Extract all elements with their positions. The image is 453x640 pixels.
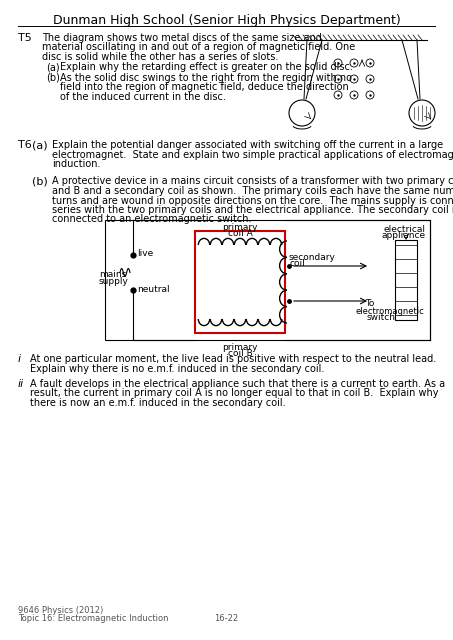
Text: turns and are wound in opposite directions on the core.  The mains supply is con: turns and are wound in opposite directio… <box>52 195 453 205</box>
Text: 16-22: 16-22 <box>214 614 239 623</box>
Text: i: i <box>18 354 21 364</box>
Text: field into the region of magnetic field, deduce the direction: field into the region of magnetic field,… <box>60 83 349 93</box>
Bar <box>105 220 430 340</box>
Text: electromagnet.  State and explain two simple practical applications of electroma: electromagnet. State and explain two sim… <box>52 150 453 159</box>
Text: primary: primary <box>222 223 258 232</box>
Text: switch: switch <box>367 313 396 322</box>
Text: coil A: coil A <box>227 229 252 238</box>
Text: mains: mains <box>99 270 127 279</box>
Text: electromagnetic: electromagnetic <box>355 307 424 316</box>
Text: and B and a secondary coil as shown.  The primary coils each have the same numbe: and B and a secondary coil as shown. The… <box>52 186 453 196</box>
Text: connected to an electromagnetic switch.: connected to an electromagnetic switch. <box>52 214 251 225</box>
Text: (a): (a) <box>46 63 60 72</box>
Text: result, the current in primary coil A is no longer equal to that in coil B.  Exp: result, the current in primary coil A is… <box>30 388 439 399</box>
Text: (b): (b) <box>32 177 48 186</box>
Bar <box>195 231 285 333</box>
Text: ii: ii <box>18 379 24 389</box>
Text: appliance: appliance <box>382 231 426 240</box>
Text: coil: coil <box>289 259 305 268</box>
Bar <box>395 240 417 320</box>
Text: Dunman High School (Senior High Physics Department): Dunman High School (Senior High Physics … <box>53 14 400 27</box>
Text: neutral: neutral <box>137 285 169 294</box>
Text: A protective device in a mains circuit consists of a transformer with two primar: A protective device in a mains circuit c… <box>52 177 453 186</box>
Text: To: To <box>365 299 374 308</box>
Text: As the solid disc swings to the right from the region with no: As the solid disc swings to the right fr… <box>60 73 352 83</box>
Text: T6: T6 <box>18 140 32 150</box>
Text: (b): (b) <box>46 73 60 83</box>
Text: supply: supply <box>98 277 128 286</box>
Text: The diagram shows two metal discs of the same size and: The diagram shows two metal discs of the… <box>42 33 322 43</box>
Text: live: live <box>137 250 153 259</box>
Text: secondary: secondary <box>289 253 336 262</box>
Text: Topic 16: Electromagnetic Induction: Topic 16: Electromagnetic Induction <box>18 614 169 623</box>
Text: primary: primary <box>222 343 258 352</box>
Text: of the induced current in the disc.: of the induced current in the disc. <box>60 92 226 102</box>
Text: T5: T5 <box>18 33 32 43</box>
Text: 9646 Physics (2012): 9646 Physics (2012) <box>18 606 103 615</box>
Text: series with the two primary coils and the electrical appliance. The secondary co: series with the two primary coils and th… <box>52 205 453 215</box>
Text: Explain why there is no e.m.f. induced in the secondary coil.: Explain why there is no e.m.f. induced i… <box>30 364 324 374</box>
Text: Explain the potential danger associated with switching off the current in a larg: Explain the potential danger associated … <box>52 140 443 150</box>
Text: (a): (a) <box>32 140 48 150</box>
Text: coil B: coil B <box>227 349 252 358</box>
Text: A fault develops in the electrical appliance such that there is a current to ear: A fault develops in the electrical appli… <box>30 379 445 389</box>
Text: disc is solid while the other has a series of slots.: disc is solid while the other has a seri… <box>42 52 279 62</box>
Text: At one particular moment, the live lead is positive with respect to the neutral : At one particular moment, the live lead … <box>30 354 436 364</box>
Text: induction.: induction. <box>52 159 101 169</box>
Text: material oscillating in and out of a region of magnetic field. One: material oscillating in and out of a reg… <box>42 42 355 52</box>
Text: Explain why the retarding effect is greater on the solid disc.: Explain why the retarding effect is grea… <box>60 63 353 72</box>
Text: electrical: electrical <box>383 225 425 234</box>
Text: there is now an e.m.f. induced in the secondary coil.: there is now an e.m.f. induced in the se… <box>30 398 286 408</box>
